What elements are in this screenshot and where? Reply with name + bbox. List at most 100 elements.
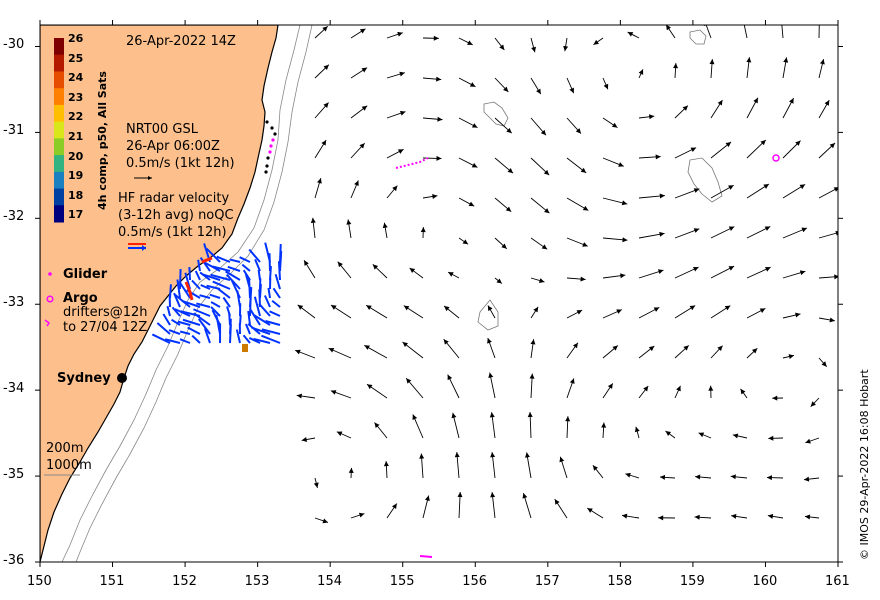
hf-radar-arrow <box>263 295 271 308</box>
current-arrow-head <box>361 67 368 73</box>
current-arrow-head <box>359 143 365 149</box>
y-tick-label: -31 <box>3 123 25 139</box>
current-arrow-head <box>321 140 327 146</box>
hf-radar-arrow <box>227 265 241 272</box>
hf-radar-arrow <box>200 284 211 290</box>
hf-radar-arrow <box>258 303 271 317</box>
current-arrow-head <box>693 266 699 272</box>
current-arrow-head <box>587 508 593 513</box>
current-arrow-head <box>659 474 666 480</box>
current-arrow-head <box>611 122 618 128</box>
current-arrow-head <box>658 515 664 521</box>
hf-radar-arrow <box>217 287 231 299</box>
glider-legend-label: Glider <box>63 267 108 282</box>
current-arrow-head <box>621 513 628 519</box>
current-arrow-head <box>725 141 732 148</box>
island-outline <box>477 299 499 331</box>
current-arrow-head <box>620 273 626 279</box>
current-arrow-head <box>751 348 758 354</box>
current-arrow-head <box>412 414 418 420</box>
current-arrow-head <box>322 26 328 32</box>
current-arrow-head <box>580 276 586 282</box>
colorbar-segment <box>54 71 64 89</box>
hf-radar-arrow <box>191 279 201 290</box>
current-arrow-head <box>569 378 575 384</box>
hf-radar-arrow <box>269 310 281 317</box>
current-arrow-head <box>582 242 588 247</box>
current-arrow-head <box>695 474 701 480</box>
y-tick-label: -33 <box>3 295 25 311</box>
colorbar-tick-label: 22 <box>68 110 84 124</box>
hf-radar-arrow <box>251 326 271 335</box>
current-arrow-head <box>444 305 450 312</box>
current-arrow-head <box>399 110 406 116</box>
current-arrow-head <box>487 338 492 344</box>
current-arrow-head <box>625 472 631 478</box>
current-arrow-head <box>682 105 688 111</box>
current-arrow-head <box>657 269 664 275</box>
hf-radar-arrow <box>178 280 191 299</box>
hf-radar-arrow <box>248 248 261 263</box>
current-arrow-head <box>488 372 494 378</box>
colorbar-tick-label: 24 <box>68 71 84 85</box>
x-tick-label: 161 <box>825 574 850 589</box>
current-arrow-head <box>310 217 316 224</box>
current-arrow-head <box>804 514 811 520</box>
current-arrow-head <box>531 46 536 53</box>
hf-radar-arrow <box>241 263 251 272</box>
hf-radar-arrow <box>248 337 261 344</box>
colorbar-tick-label: 20 <box>68 149 84 163</box>
current-arrow-head <box>824 100 830 106</box>
current-arrow-head <box>543 169 550 176</box>
current-arrow-head <box>616 309 622 314</box>
current-arrow-head <box>612 345 618 351</box>
current-arrow-head <box>709 59 715 65</box>
current-arrow-head <box>676 385 681 392</box>
current-arrow-head <box>323 102 329 108</box>
current-arrow-head <box>601 422 607 428</box>
current-arrow-head <box>593 39 599 45</box>
current-arrow-head <box>402 341 408 348</box>
hf-radar-arrow <box>254 259 261 272</box>
hf-radar-arrows <box>151 242 283 344</box>
hf-radar-arrow <box>261 334 281 344</box>
current-arrow-head <box>821 361 827 367</box>
x-tick-label: 151 <box>99 574 125 589</box>
current-arrow-head <box>833 187 838 192</box>
current-arrow-head <box>447 374 453 381</box>
hf-radar-arrow <box>210 306 221 317</box>
current-arrow-head <box>403 305 410 311</box>
sst-colorbar <box>54 38 64 223</box>
colorbar-segment <box>54 138 64 156</box>
current-arrow-head <box>364 345 370 350</box>
current-arrow-head <box>638 69 644 75</box>
current-arrow-head <box>569 87 574 94</box>
current-arrow-head <box>730 474 736 480</box>
current-arrow-head <box>471 123 478 128</box>
hf-radar-arrow <box>235 329 241 344</box>
current-arrow-head <box>572 342 578 349</box>
colorbar-segment <box>54 171 64 190</box>
drifter-tracks <box>184 157 433 558</box>
hf-radar-arrow <box>225 270 241 281</box>
current-arrow-head <box>708 385 714 391</box>
current-arrow-head <box>728 226 735 232</box>
x-tick-label: 158 <box>607 574 633 589</box>
colorbar-tick-label: 25 <box>68 51 84 65</box>
hf-radar-arrow <box>272 287 281 299</box>
hf-radar-arrow <box>203 328 211 344</box>
colorbar-tick-label: 23 <box>68 90 84 104</box>
current-arrow-head <box>618 162 624 167</box>
colorbar-segment <box>54 54 64 72</box>
current-arrow-head <box>330 305 337 310</box>
hf-radar-arrow <box>179 268 182 290</box>
current-arrow-head <box>655 154 661 160</box>
colorbar-segment <box>54 38 64 56</box>
current-arrow-head <box>409 267 416 273</box>
current-arrow-head <box>468 201 475 207</box>
current-arrow <box>781 25 784 39</box>
current-arrow-head <box>766 475 772 481</box>
hf-radar-arrow <box>193 312 211 326</box>
glider-track <box>264 120 277 174</box>
